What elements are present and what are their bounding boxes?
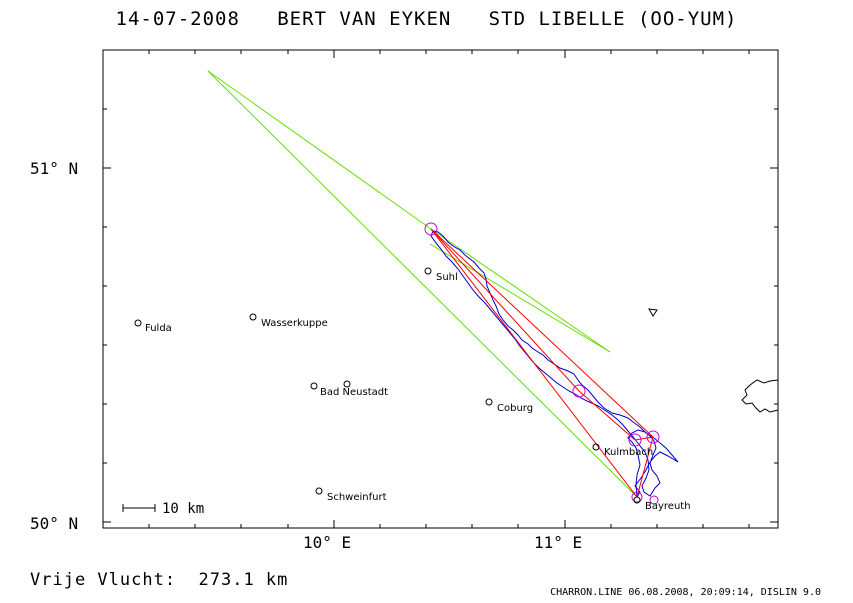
place-marker-wasserkuppe (249, 313, 257, 321)
place-marker-schweinfurt (315, 487, 323, 495)
chart-title: 14-07-2008 BERT VAN EYKEN STD LIBELLE (O… (115, 8, 738, 30)
turnpoint-marker (572, 384, 586, 398)
place-label-fulda: Fulda (145, 323, 172, 334)
free-flight-distance: Vrije Vlucht: 273.1 km (30, 570, 289, 590)
place-marker-suhl (424, 267, 432, 275)
scale-bar (122, 504, 156, 512)
place-label-kulmbach: Kulmbach (604, 447, 653, 458)
turnpoint-marker (646, 430, 660, 444)
turnpoint-marker (631, 491, 643, 503)
place-label-bayreuth: Bayreuth (645, 501, 691, 512)
place-marker-fulda (134, 319, 142, 327)
lon-label-10: 10° E (303, 533, 351, 552)
task-lines (430, 228, 654, 498)
place-label-coburg: Coburg (497, 403, 533, 414)
lat-label-50: 50° N (30, 514, 78, 533)
turnpoint-marker (649, 495, 659, 505)
place-marker-2 (343, 380, 351, 388)
credit-line: CHARRON.LINE 06.08.2008, 20:09:14, DISLI… (550, 587, 821, 598)
scale-bar-label: 10 km (162, 501, 204, 517)
turnpoint-marker (424, 222, 438, 236)
turnpoints (424, 222, 660, 505)
border-line (741, 379, 779, 413)
axis-ticks (103, 50, 778, 528)
place-marker-bad-neustadt (310, 382, 318, 390)
triangle-marker (648, 308, 658, 317)
place-marker-bayreuth (633, 496, 641, 504)
place-label-suhl: Suhl (436, 272, 458, 283)
place-marker-coburg (485, 398, 493, 406)
flight-track (430, 230, 679, 498)
place-label-wasserkuppe: Wasserkuppe (261, 318, 328, 329)
sector-lines (207, 70, 638, 498)
place-label-bad-neustadt: Bad Neustadt (320, 387, 388, 398)
lon-label-11: 11° E (534, 533, 582, 552)
map-frame (102, 49, 779, 529)
place-label-schweinfurt: Schweinfurt (327, 492, 387, 503)
place-marker-kulmbach (592, 443, 600, 451)
lat-label-51: 51° N (30, 159, 78, 178)
turnpoint-marker (628, 433, 642, 447)
place-markers (134, 267, 641, 504)
